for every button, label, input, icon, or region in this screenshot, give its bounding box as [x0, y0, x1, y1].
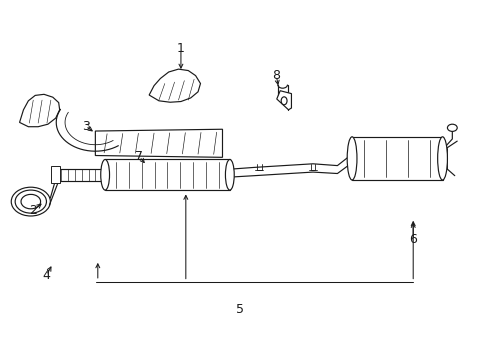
Text: 6: 6 [408, 233, 416, 246]
Bar [105, 159, 229, 190]
Polygon shape [276, 91, 291, 110]
Bar [351, 137, 442, 180]
Ellipse shape [437, 137, 447, 180]
Polygon shape [149, 69, 200, 102]
Ellipse shape [346, 137, 356, 180]
Text: 1: 1 [177, 42, 184, 55]
Ellipse shape [225, 159, 234, 190]
Polygon shape [95, 129, 222, 157]
Text: 5: 5 [235, 303, 243, 316]
Text: 3: 3 [81, 120, 89, 132]
Text: 2: 2 [29, 204, 37, 217]
Circle shape [447, 124, 456, 131]
Ellipse shape [281, 97, 286, 105]
Ellipse shape [101, 159, 109, 190]
Polygon shape [20, 94, 60, 127]
Text: 7: 7 [135, 150, 143, 163]
Text: 8: 8 [272, 69, 280, 82]
Polygon shape [51, 166, 60, 183]
Text: 4: 4 [42, 269, 50, 282]
